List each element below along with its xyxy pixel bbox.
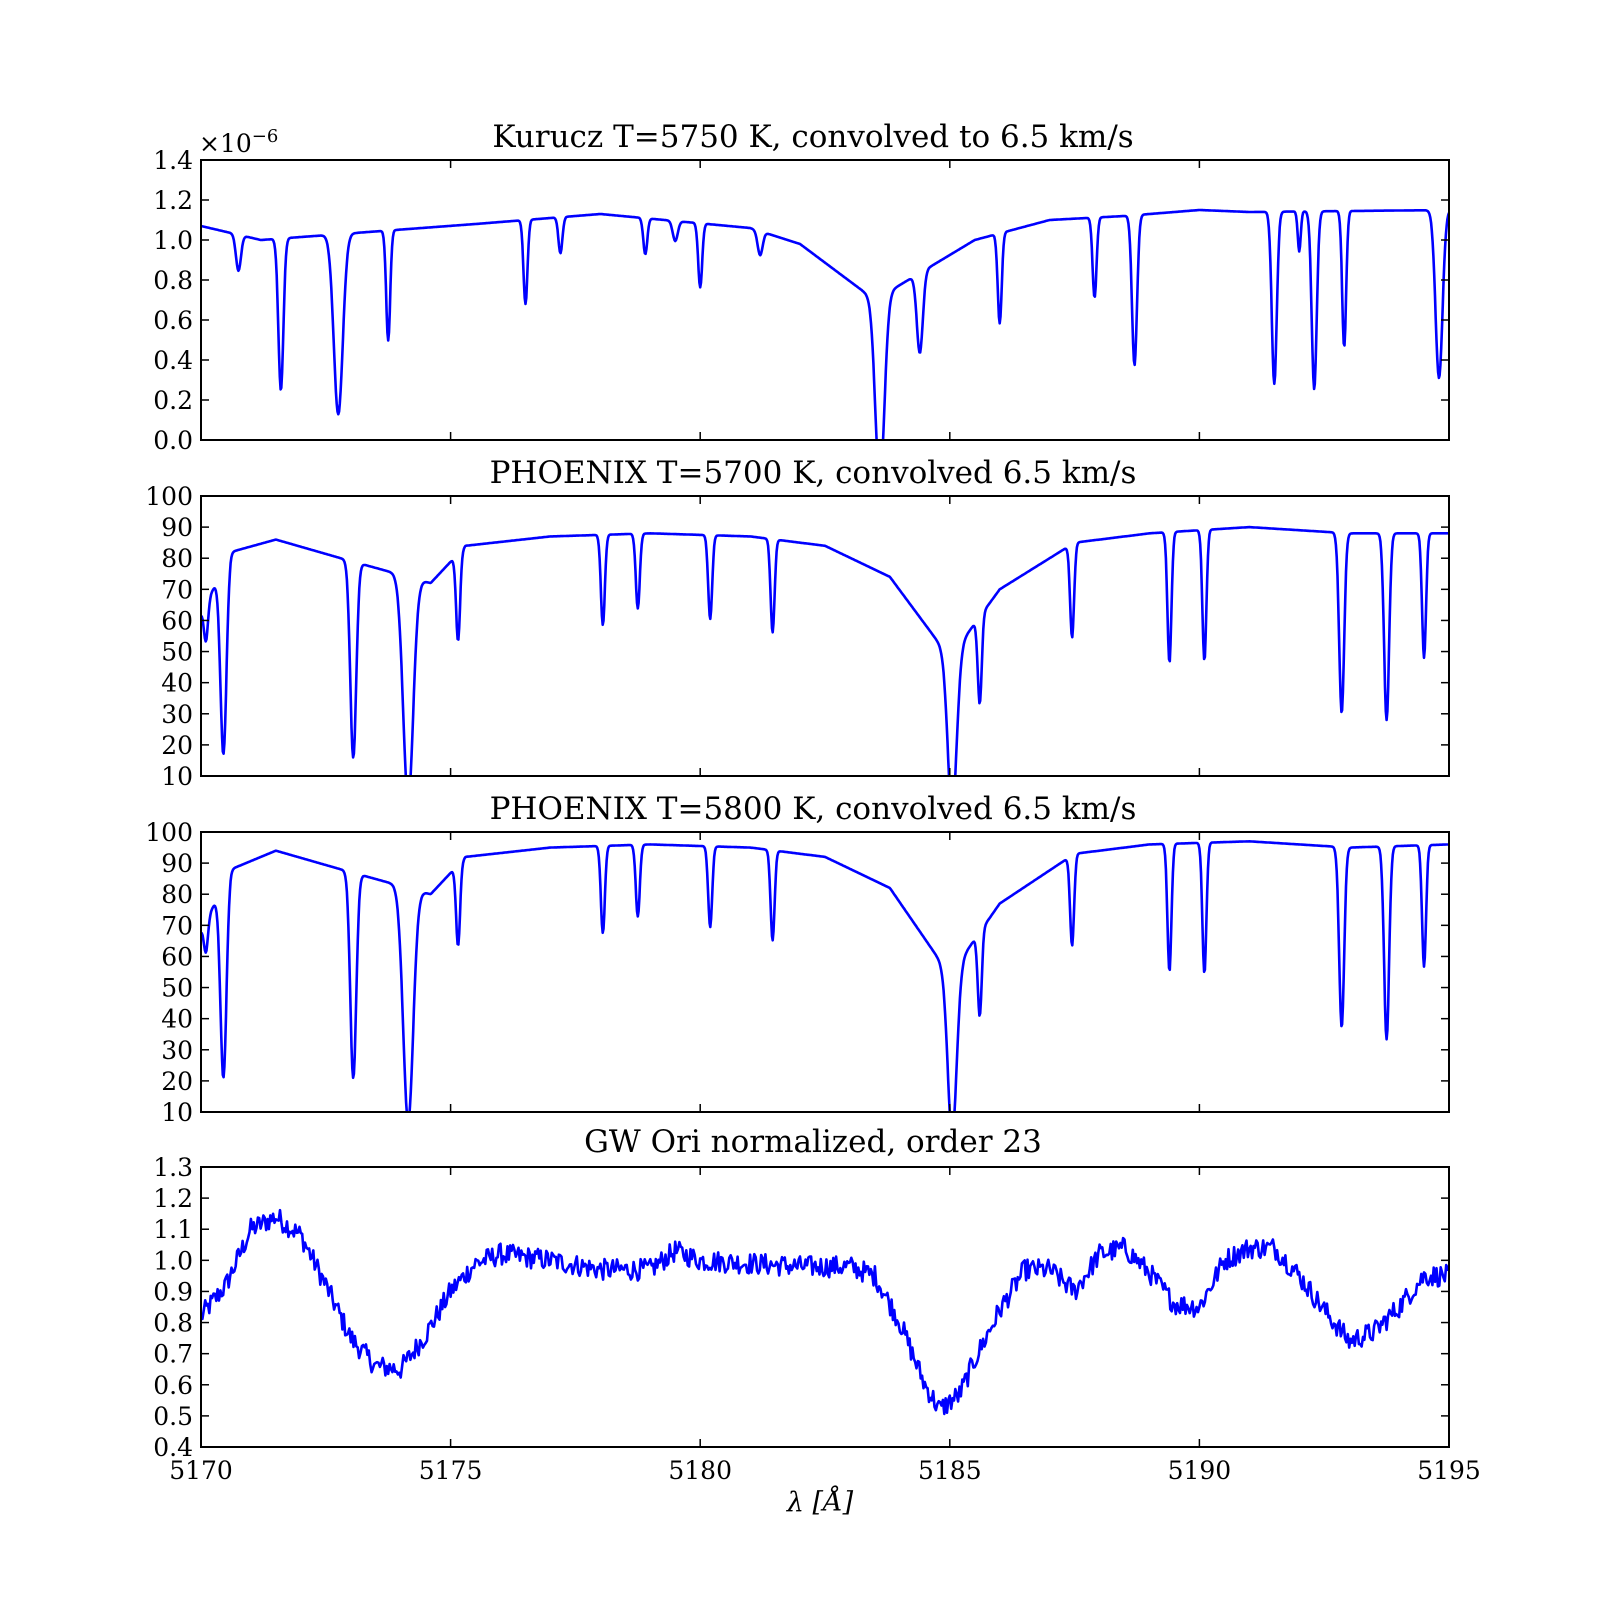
phoenix-5700-ytick-label: 80: [161, 544, 193, 573]
offset-exponent: −6: [252, 126, 279, 147]
phoenix-5700-ytick-label: 70: [161, 575, 193, 604]
title-phoenix-5700: PHOENIX T=5700 K, convolved 6.5 km/s: [490, 455, 1137, 491]
kurucz-ytick-label: 0.0: [153, 426, 193, 455]
gw-ori-ytick-label: 0.4: [153, 1433, 193, 1462]
phoenix-5800-ytick-label: 70: [161, 911, 193, 940]
gw-ori-ytick-label: 1.1: [153, 1215, 193, 1244]
phoenix-5800-series-line: [201, 839, 1449, 1112]
kurucz-axes-frame: [200, 159, 1450, 441]
x-tick-label: 5195: [1417, 1456, 1481, 1485]
phoenix-5800-ytick-label: 80: [161, 880, 193, 909]
gw-ori-panel: 0.40.50.60.70.8 0.91.01.11.21.3 5170 5175 51…: [153, 1153, 1481, 1485]
gw-ori-ytick-label: 1.0: [153, 1246, 193, 1275]
gw-ori-ytick-label: 0.8: [153, 1309, 193, 1338]
phoenix-5800-axes-frame: [200, 831, 1450, 1113]
phoenix-5800-ytick-label: 90: [161, 849, 193, 878]
phoenix-5800-ytick-label: 10: [161, 1098, 193, 1127]
phoenix-5700-ytick-label: 60: [161, 606, 193, 635]
kurucz-ytick-label: 0.2: [153, 386, 193, 415]
offset-base: ×10: [199, 129, 252, 158]
phoenix-5800-ytick-label: 20: [161, 1067, 193, 1096]
kurucz-series-line: [201, 208, 1449, 440]
gw-ori-ytick-label: 1.2: [153, 1184, 193, 1213]
x-axis-label: λ [Å]: [786, 1485, 854, 1518]
phoenix-5700-series-line: [201, 525, 1449, 776]
phoenix-5800-ytick-label: 50: [161, 974, 193, 1003]
x-tick-label: 5180: [668, 1456, 732, 1485]
phoenix-5700-ytick-label: 10: [161, 762, 193, 791]
gw-ori-ytick-label: 0.9: [153, 1277, 193, 1306]
x-tick-label: 5185: [918, 1456, 982, 1485]
phoenix-5800-ytick-label: 100: [145, 818, 193, 847]
title-phoenix-5800: PHOENIX T=5800 K, convolved 6.5 km/s: [490, 791, 1137, 827]
gw-ori-ytick-label: 0.6: [153, 1371, 193, 1400]
kurucz-ytick-label: 0.4: [153, 346, 193, 375]
kurucz-ytick-label: 0.8: [153, 266, 193, 295]
title-kurucz: Kurucz T=5750 K, convolved to 6.5 km/s: [492, 119, 1133, 155]
kurucz-panel: 0.0 0.2 0.4 0.6 0.8 1.0 1.2 1.4: [153, 146, 1450, 455]
kurucz-ytick-label: 1.2: [153, 186, 193, 215]
gw-ori-series-line: [201, 1208, 1449, 1416]
gw-ori-ytick-label: 0.5: [153, 1402, 193, 1431]
kurucz-ytick-label: 0.6: [153, 306, 193, 335]
title-gw-ori: GW Ori normalized, order 23: [584, 1124, 1042, 1160]
phoenix-5800-ytick-label: 40: [161, 1005, 193, 1034]
offset-text: ×10−6: [199, 126, 278, 158]
kurucz-ytick-label: 1.4: [153, 146, 193, 175]
phoenix-5700-ytick-label: 30: [161, 700, 193, 729]
gw-ori-ytick-label: 1.3: [153, 1153, 193, 1182]
x-tick-label: 5170: [169, 1456, 233, 1485]
gw-ori-axes-frame: [200, 1166, 1450, 1448]
x-tick-label: 5190: [1168, 1456, 1232, 1485]
phoenix-5800-ytick-label: 60: [161, 942, 193, 971]
phoenix-5700-ytick-label: 50: [161, 638, 193, 667]
phoenix-5700-axes-frame: [200, 495, 1450, 777]
kurucz-ytick-label: 1.0: [153, 226, 193, 255]
phoenix-5700-ytick-label: 90: [161, 513, 193, 542]
x-tick-label: 5175: [419, 1456, 483, 1485]
phoenix-5700-ytick-label: 20: [161, 731, 193, 760]
gw-ori-ytick-label: 0.7: [153, 1340, 193, 1369]
phoenix-5700-ytick-label: 40: [161, 669, 193, 698]
phoenix-5800-ytick-label: 30: [161, 1036, 193, 1065]
phoenix-5700-ytick-label: 100: [145, 482, 193, 511]
